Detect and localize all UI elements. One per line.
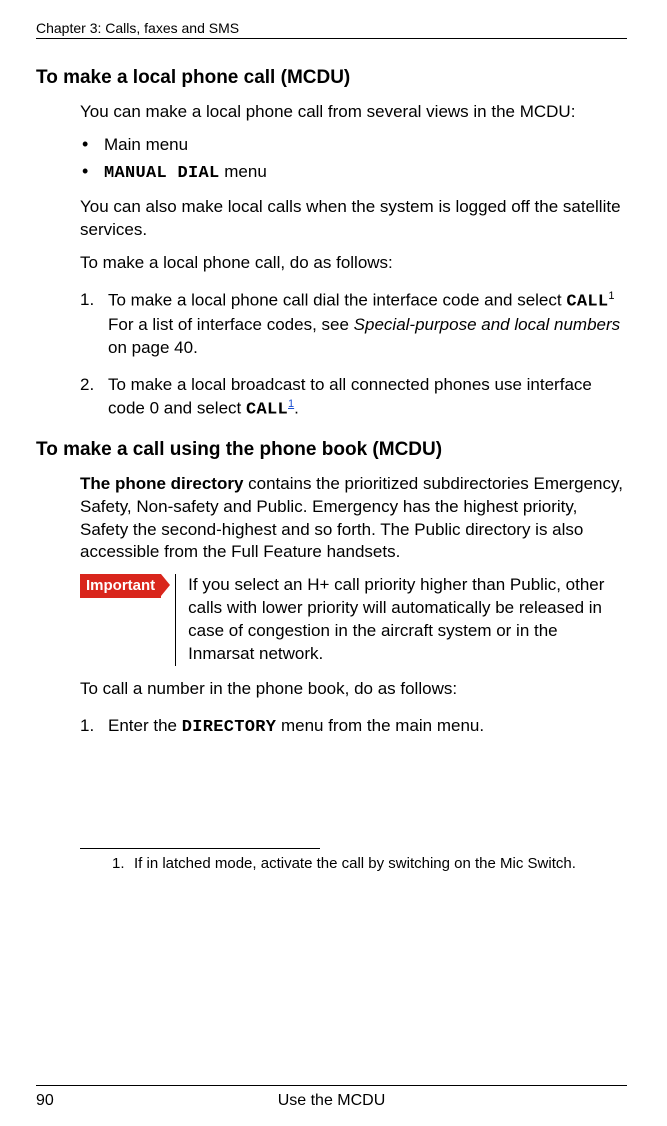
text: .	[294, 399, 299, 418]
text: To make a local phone call dial the inte…	[108, 290, 566, 309]
views-list: Main menu MANUAL DIAL menu	[80, 134, 627, 186]
paragraph: To make a local phone call, do as follow…	[80, 252, 627, 275]
steps-list: 1. Enter the DIRECTORY menu from the mai…	[80, 715, 627, 740]
code-text: CALL	[566, 292, 608, 311]
code-text: MANUAL DIAL	[104, 164, 220, 183]
text: menu	[220, 162, 267, 181]
reference-title: Special-purpose and local numbers	[354, 315, 621, 334]
chapter-header: Chapter 3: Calls, faxes and SMS	[36, 20, 627, 39]
important-text: If you select an H+ call priority higher…	[175, 574, 627, 666]
list-item: 1. To make a local phone call dial the i…	[80, 289, 627, 360]
text: For a list of interface codes, see	[108, 315, 354, 334]
list-item: 2. To make a local broadcast to all conn…	[80, 374, 627, 423]
text: To make a local broadcast to all connect…	[108, 375, 592, 418]
section-heading-phone-book: To make a call using the phone book (MCD…	[36, 439, 627, 461]
section-heading-local-call: To make a local phone call (MCDU)	[36, 67, 627, 89]
bold-text: The phone directory	[80, 474, 243, 493]
footnote-text: If in latched mode, activate the call by…	[134, 855, 576, 872]
important-callout: Important If you select an H+ call prior…	[80, 574, 627, 666]
footnote-ref: 1	[608, 290, 614, 302]
text: Enter the	[108, 716, 182, 735]
step-number: 2.	[80, 374, 94, 397]
text: menu from the main menu.	[276, 716, 484, 735]
step-number: 1.	[80, 715, 94, 738]
page-footer: 90 Use the MCDU	[36, 1085, 627, 1110]
important-badge: Important	[80, 574, 161, 598]
text: on page 40.	[108, 338, 198, 357]
list-item: 1. Enter the DIRECTORY menu from the mai…	[80, 715, 627, 740]
footnote-number: 1.	[112, 855, 125, 872]
steps-list: 1. To make a local phone call dial the i…	[80, 289, 627, 423]
paragraph: The phone directory contains the priorit…	[80, 473, 627, 565]
paragraph: You can also make local calls when the s…	[80, 196, 627, 242]
code-text: CALL	[246, 401, 288, 420]
footnote-separator	[80, 848, 320, 849]
step-number: 1.	[80, 289, 94, 312]
intro-paragraph: You can make a local phone call from sev…	[80, 101, 627, 124]
page-number: 90	[36, 1092, 54, 1110]
footnote: 1. If in latched mode, activate the call…	[112, 855, 627, 872]
list-item: MANUAL DIAL menu	[80, 161, 627, 186]
list-item: Main menu	[80, 134, 627, 157]
paragraph: To call a number in the phone book, do a…	[80, 678, 627, 701]
footer-title: Use the MCDU	[36, 1092, 627, 1110]
code-text: DIRECTORY	[182, 718, 277, 737]
